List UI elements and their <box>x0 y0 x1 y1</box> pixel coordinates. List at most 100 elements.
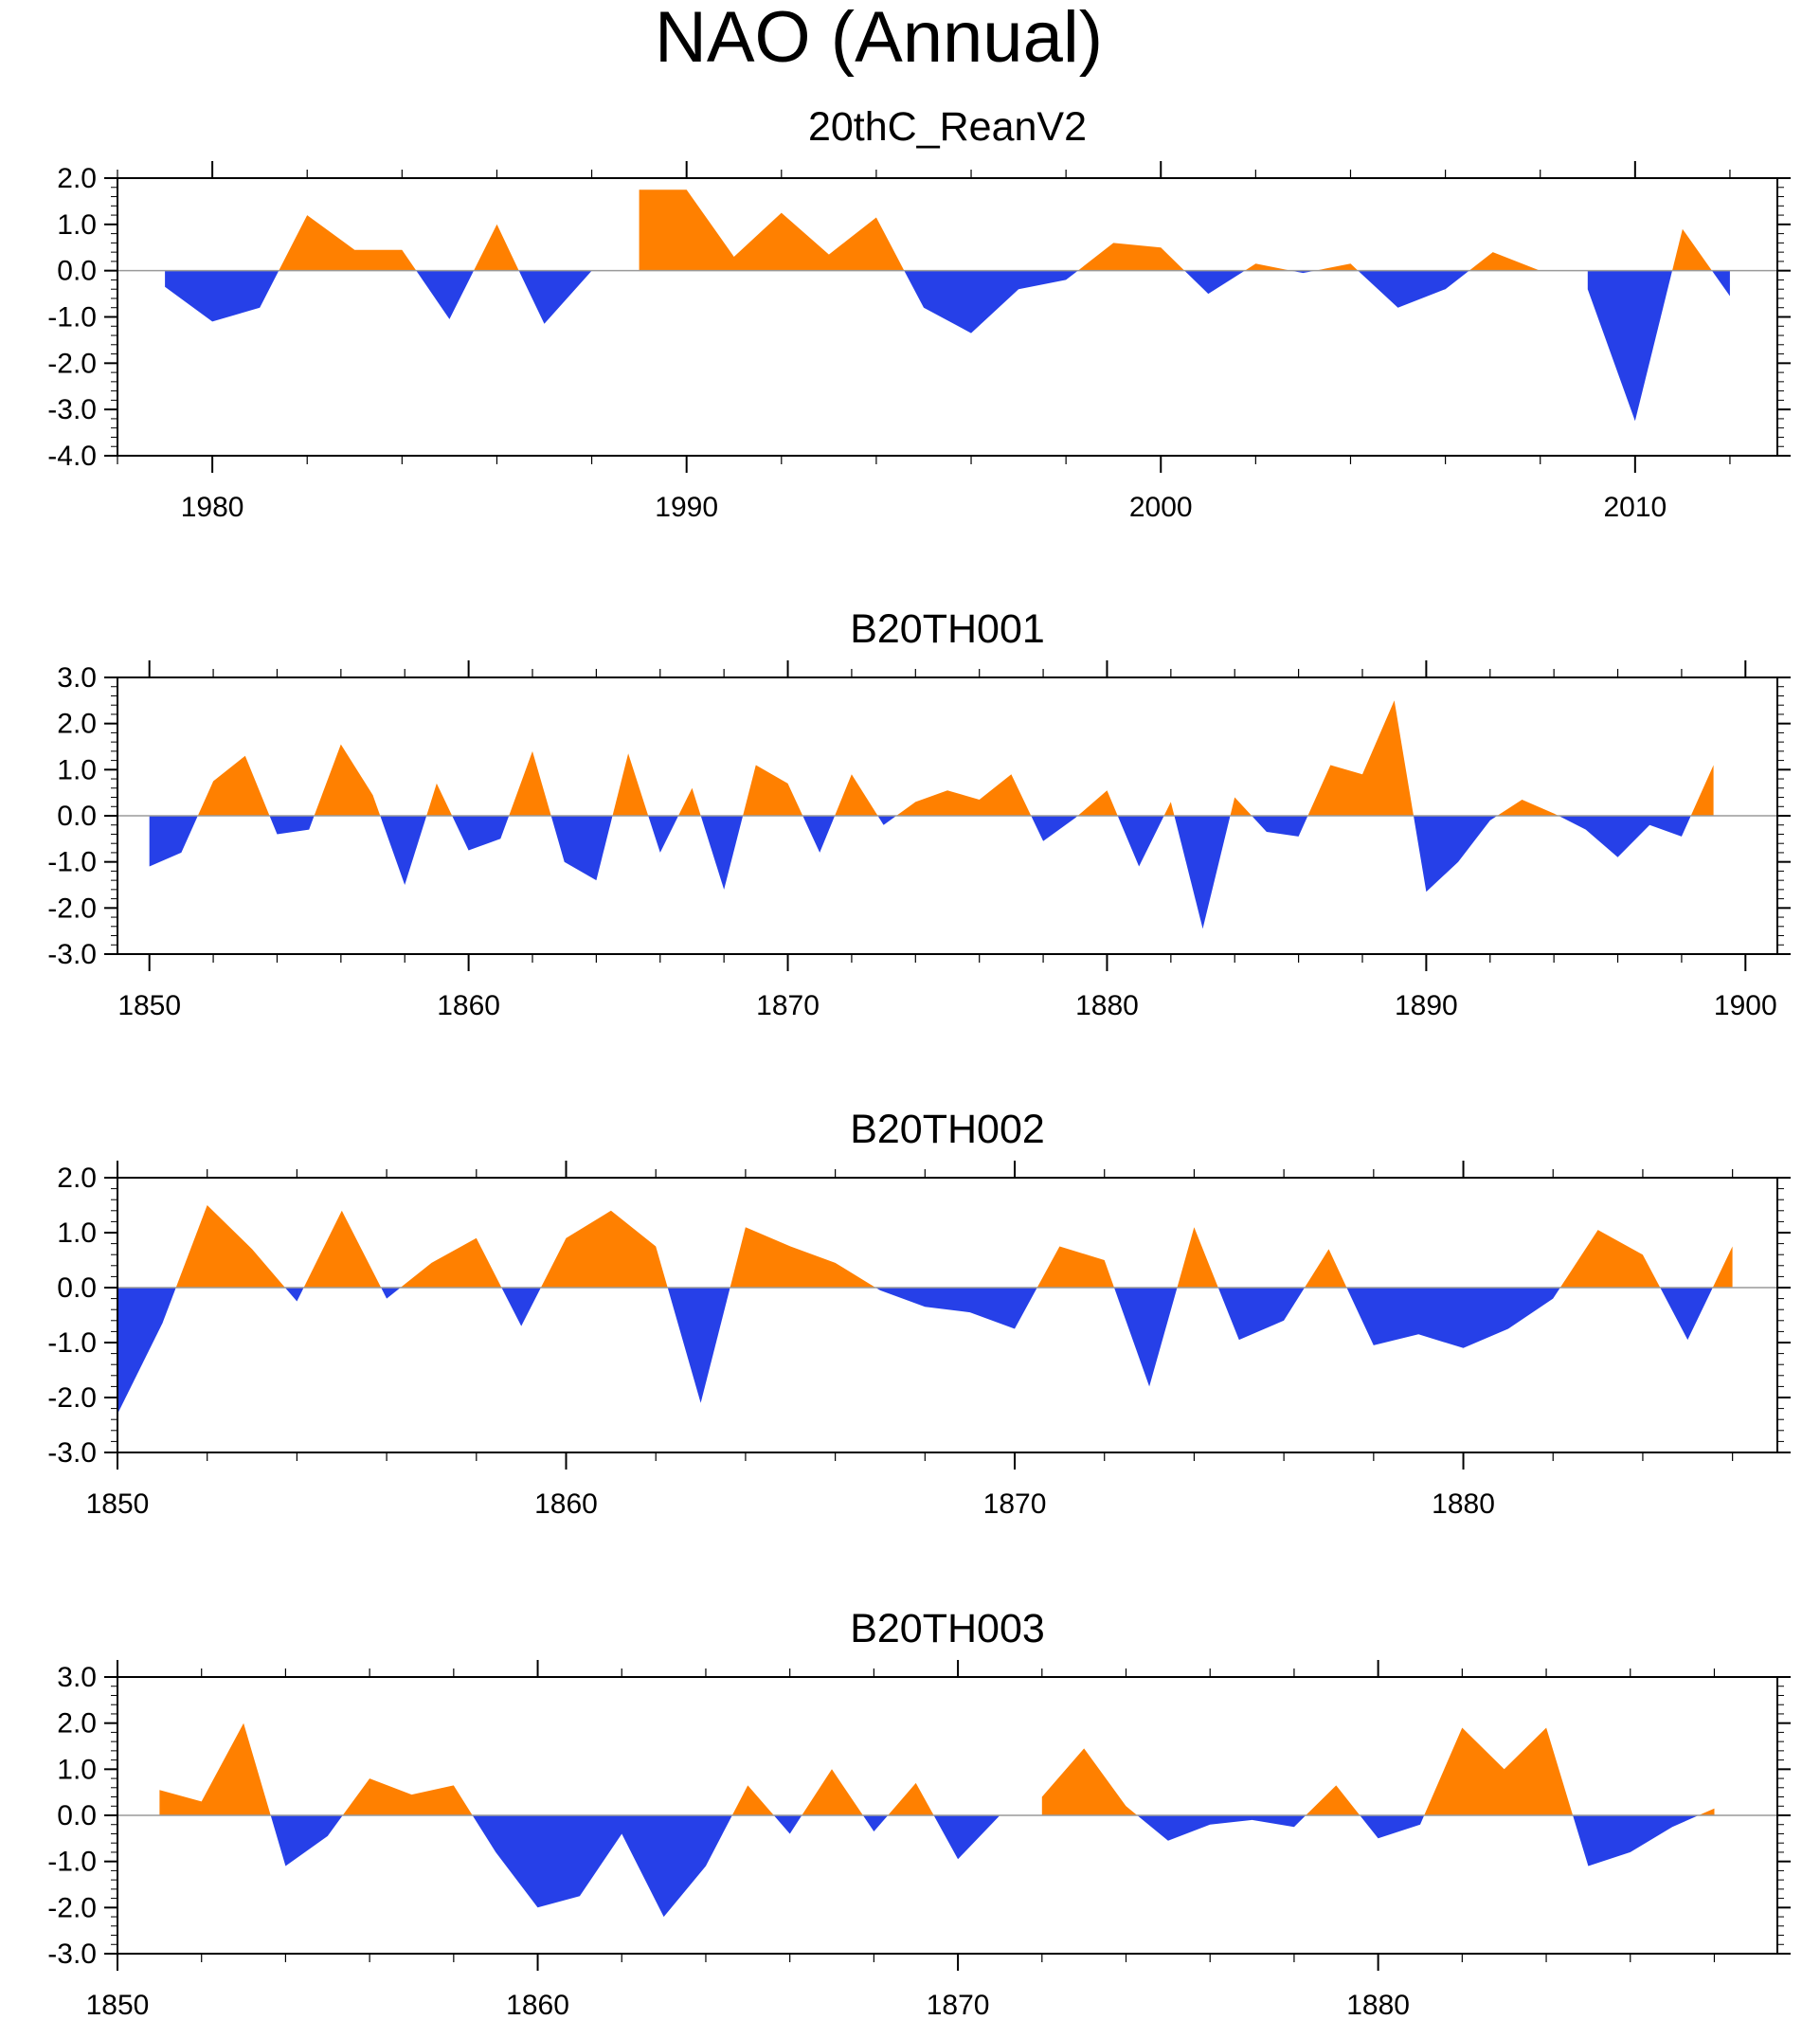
negative-area <box>1559 816 1691 857</box>
negative-area <box>648 816 678 853</box>
positive-area <box>612 753 649 816</box>
negative-area <box>1414 816 1498 893</box>
negative-area <box>269 816 315 835</box>
positive-area <box>342 1778 473 1815</box>
panel-title: 20thC_ReanV2 <box>808 104 1087 150</box>
negative-area <box>149 816 198 867</box>
x-tick-label: 2000 <box>1129 492 1193 523</box>
positive-area <box>1672 228 1712 271</box>
x-tick-label: 1850 <box>86 1990 150 2021</box>
positive-area <box>1314 263 1359 271</box>
positive-area <box>1077 790 1118 816</box>
positive-area <box>1305 1249 1347 1288</box>
positive-area <box>678 787 701 816</box>
positive-area <box>731 1785 774 1815</box>
positive-area <box>279 215 417 271</box>
negative-area <box>117 1288 176 1415</box>
positive-area <box>426 783 453 816</box>
y-tick-label: 0.0 <box>57 256 97 287</box>
negative-area <box>1174 816 1231 929</box>
y-tick-label: -3.0 <box>47 1437 97 1469</box>
x-tick-label: 1880 <box>1346 1990 1410 2021</box>
positive-area <box>1244 263 1291 271</box>
negative-area <box>1137 1815 1306 1841</box>
y-tick-label: -2.0 <box>47 893 97 924</box>
positive-area <box>1712 1246 1733 1288</box>
y-tick-label: 1.0 <box>57 1217 97 1249</box>
negative-area <box>1217 1288 1305 1341</box>
positive-area <box>730 1227 876 1288</box>
y-tick-label: -2.0 <box>47 348 97 379</box>
y-tick-label: -3.0 <box>47 1939 97 1970</box>
x-tick-label: 2010 <box>1603 492 1667 523</box>
positive-area <box>1690 765 1714 816</box>
negative-area <box>518 270 592 324</box>
positive-area <box>1306 1785 1360 1815</box>
y-tick-label: 0.0 <box>57 1800 97 1831</box>
negative-area <box>452 816 510 851</box>
negative-area <box>700 816 744 890</box>
y-tick-label: 2.0 <box>57 163 97 194</box>
negative-area <box>472 1815 732 1918</box>
panel-title: B20TH003 <box>850 1606 1045 1651</box>
negative-area <box>1573 1815 1699 1867</box>
positive-area <box>1230 797 1252 816</box>
panel-4: B20TH003 1850 1860 1870 1880 3.0 2.0 1.0 0.0 -1.0… <box>47 1606 1791 2021</box>
y-tick-label: -1.0 <box>47 1327 97 1359</box>
positive-area <box>1163 802 1175 816</box>
y-tick-label: 1.0 <box>57 754 97 785</box>
panel-title: B20TH002 <box>850 1107 1045 1152</box>
negative-area <box>550 816 613 881</box>
x-tick-label: 1850 <box>86 1488 150 1520</box>
positive-area <box>175 1205 285 1288</box>
negative-area <box>862 1815 889 1831</box>
negative-area <box>1117 816 1164 867</box>
y-tick-label: 0.0 <box>57 1272 97 1304</box>
y-tick-label: 3.0 <box>57 662 97 694</box>
positive-area <box>314 744 381 816</box>
y-tick-label: 0.0 <box>57 801 97 832</box>
positive-area <box>159 1722 271 1815</box>
negative-area <box>802 816 836 853</box>
x-tick-label: 1880 <box>1075 990 1139 1021</box>
positive-area <box>1307 700 1414 816</box>
negative-area <box>165 270 279 322</box>
negative-area <box>284 1288 304 1302</box>
positive-area <box>303 1210 382 1288</box>
negative-area <box>1360 1815 1425 1839</box>
y-tick-label: -3.0 <box>47 394 97 425</box>
negative-area <box>1346 1288 1560 1348</box>
x-tick-label: 1980 <box>181 492 244 523</box>
negative-area <box>501 1288 541 1326</box>
positive-area <box>1424 1727 1574 1815</box>
panel-3: B20TH002 1850 1860 1870 1880 2.0 1.0 0.0 -1.0 -2.… <box>47 1107 1791 1520</box>
y-tick-label: 1.0 <box>57 1754 97 1785</box>
negative-area <box>667 1288 730 1403</box>
x-tick-label: 1870 <box>927 1990 990 2021</box>
y-tick-label: -3.0 <box>47 939 97 970</box>
positive-area <box>197 755 270 816</box>
negative-area <box>875 1288 1037 1329</box>
negative-area <box>1114 1288 1178 1387</box>
y-tick-label: -2.0 <box>47 1382 97 1414</box>
y-tick-label: -1.0 <box>47 302 97 334</box>
positive-area <box>400 1237 502 1288</box>
positive-area <box>540 1210 668 1288</box>
y-tick-label: 2.0 <box>57 1163 97 1194</box>
x-tick-label: 1900 <box>1714 990 1777 1021</box>
positive-area <box>1497 800 1559 816</box>
positive-area <box>1077 243 1185 271</box>
x-tick-label: 1890 <box>1395 990 1458 1021</box>
negative-area <box>416 270 474 319</box>
x-tick-label: 1860 <box>506 1990 569 2021</box>
negative-area <box>904 270 1078 334</box>
negative-area <box>270 1815 343 1867</box>
main-title: NAO (Annual) <box>654 0 1104 78</box>
positive-area <box>896 774 1032 816</box>
positive-area <box>1177 1227 1218 1288</box>
y-tick-label: -1.0 <box>47 1847 97 1878</box>
negative-area <box>1252 816 1308 837</box>
y-tick-label: 2.0 <box>57 1708 97 1740</box>
y-tick-label: -2.0 <box>47 1892 97 1923</box>
